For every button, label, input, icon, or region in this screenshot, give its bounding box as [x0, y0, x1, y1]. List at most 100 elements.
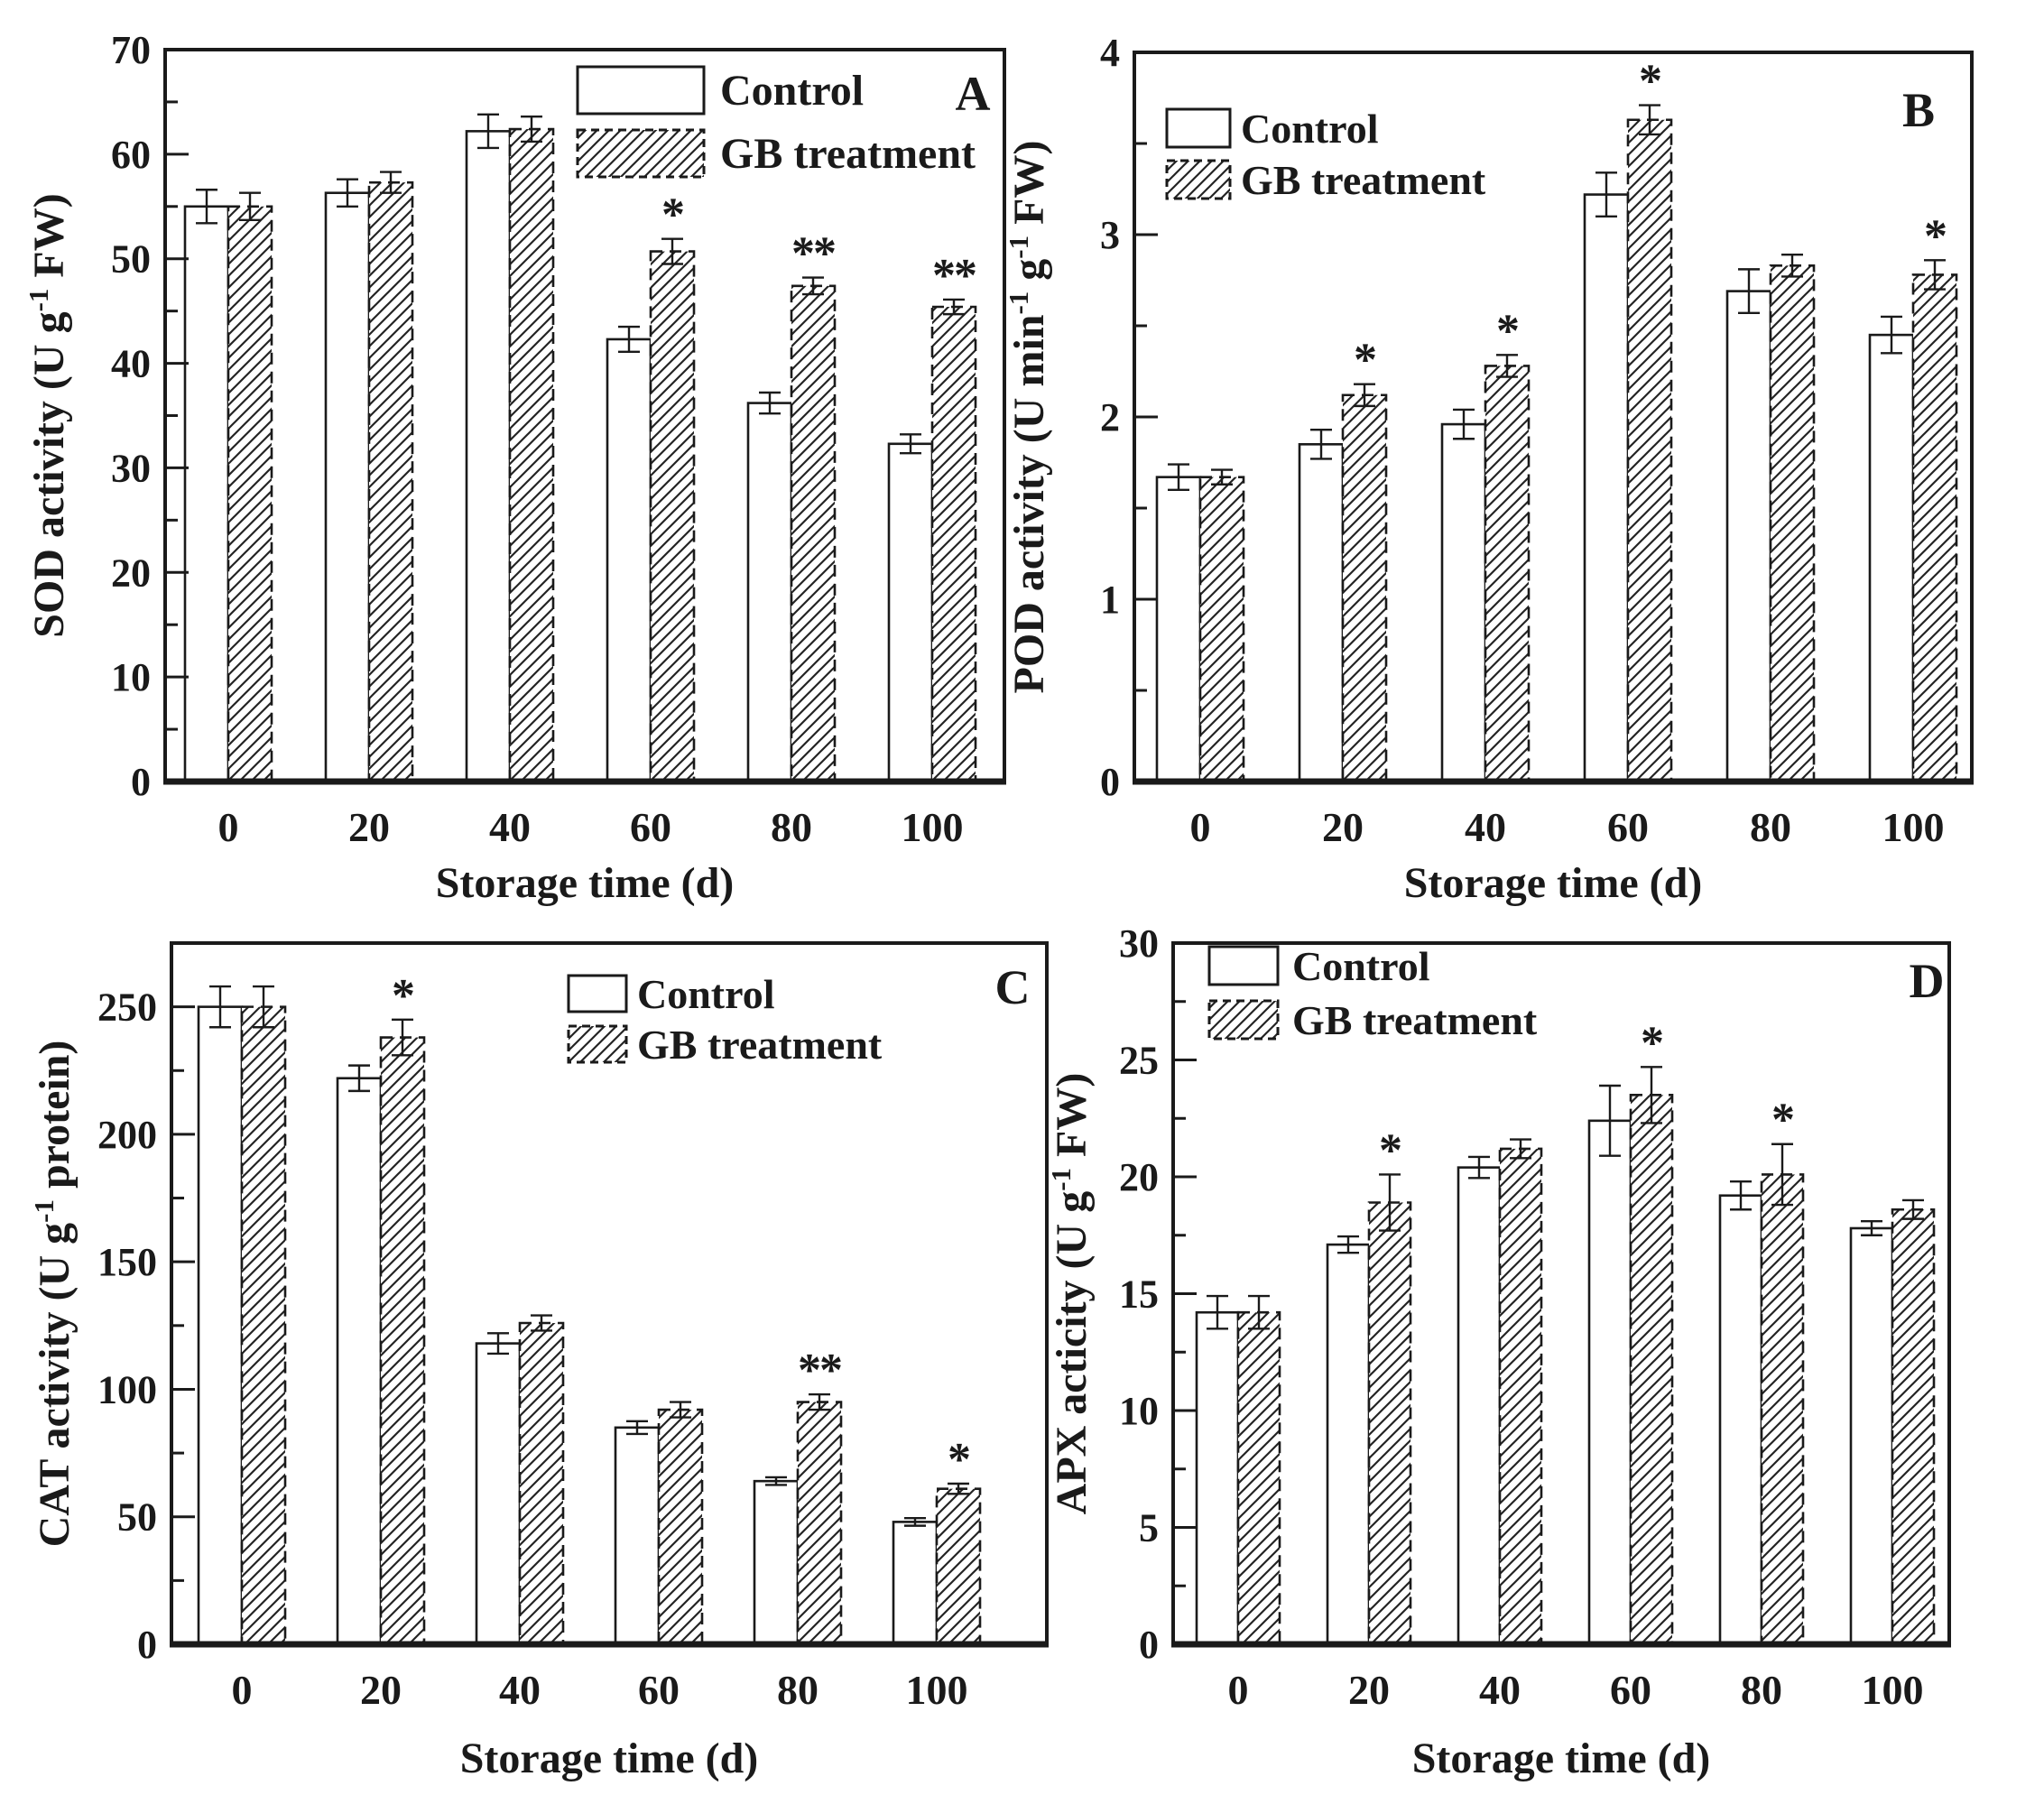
bar-gb-treatment-100 [935, 1487, 982, 1646]
bar-gb-treatment-100 [930, 305, 977, 783]
bar-control-20 [336, 1077, 383, 1646]
significance-star-20: * [1379, 1124, 1401, 1176]
error-bar-control-100 [1861, 1220, 1882, 1236]
bar-gb-treatment-80 [796, 1401, 843, 1646]
legend-swatch-gb-treatment [1165, 159, 1232, 200]
error-bar-gb-100 [1902, 1198, 1924, 1220]
y-tick-label-20: 20 [1119, 1155, 1159, 1199]
bar-gb-treatment-0 [1198, 476, 1245, 783]
error-bar-control-0 [1207, 1294, 1228, 1330]
significance-star-80: ** [798, 1345, 841, 1396]
error-bar-control-60 [1599, 1084, 1621, 1157]
bar-control-20 [324, 191, 371, 783]
significance-star-80: * [1771, 1095, 1793, 1146]
error-bar-control-40 [1468, 1155, 1490, 1180]
x-tick-label-100: 100 [906, 1667, 968, 1713]
legend-swatch-control [1165, 107, 1232, 149]
y-tick-label-20: 20 [111, 551, 151, 595]
error-bar-control-20 [1337, 1235, 1359, 1254]
bar-gb-treatment-20 [367, 180, 414, 783]
x-tick-label-60: 60 [638, 1667, 680, 1713]
bar-control-60 [1587, 1119, 1632, 1646]
bar-group-0 [197, 985, 287, 1646]
bar-group-100: * [892, 1434, 982, 1646]
legend-swatch-control [576, 65, 706, 116]
bar-control-0 [183, 205, 230, 783]
bar-control-100 [1849, 1226, 1894, 1646]
y-tick-label-4: 4 [1100, 31, 1120, 75]
x-tick-label-80: 80 [771, 804, 812, 850]
significance-star-40: * [1496, 305, 1518, 356]
error-bar-control-40 [487, 1332, 509, 1356]
y-axis-label: APX acticity (U g-1 FW) [1045, 1073, 1096, 1515]
significance-star-80: ** [791, 228, 835, 280]
error-bar-gb-60 [661, 237, 683, 265]
x-tick-label-0: 0 [1190, 804, 1211, 850]
x-tick-label-0: 0 [218, 804, 239, 850]
legend-label-gb-treatment: GB treatment [720, 130, 976, 178]
x-tick-label-20: 20 [348, 804, 390, 850]
legend-label-gb-treatment: GB treatment [1292, 997, 1538, 1043]
bar-control-20 [1298, 442, 1345, 783]
bar-gb-treatment-40 [1484, 365, 1531, 783]
error-bar-gb-80 [1781, 254, 1803, 278]
error-bar-gb-40 [531, 1314, 552, 1332]
bar-control-100 [887, 442, 934, 783]
y-tick-label-30: 30 [1119, 921, 1159, 966]
x-tick-label-20: 20 [1322, 804, 1364, 850]
bar-control-80 [1718, 1194, 1763, 1646]
legend: Control GB treatment [1165, 106, 1486, 203]
bar-control-40 [475, 1342, 522, 1646]
bar-control-100 [1868, 333, 1915, 783]
panel-letter-B: B [1902, 83, 1935, 137]
bar-gb-treatment-60 [1626, 118, 1673, 783]
y-tick-label-10: 10 [1119, 1389, 1159, 1433]
bar-control-80 [1725, 290, 1772, 783]
error-bar-gb-40 [1496, 354, 1518, 378]
y-tick-label-10: 10 [111, 655, 151, 699]
y-tick-label-40: 40 [111, 342, 151, 386]
bar-control-20 [1326, 1243, 1371, 1646]
legend-label-control: Control [1292, 943, 1430, 989]
bar-group-20 [324, 171, 414, 783]
x-tick-label-80: 80 [1741, 1667, 1782, 1713]
bar-group-60: * [1587, 1017, 1674, 1646]
bar-control-40 [465, 130, 512, 783]
x-tick-label-40: 40 [499, 1667, 541, 1713]
significance-star-20: * [1354, 335, 1375, 386]
error-bar-control-100 [900, 433, 921, 455]
error-bar-control-80 [765, 1476, 787, 1486]
x-tick-label-20: 20 [360, 1667, 402, 1713]
y-tick-label-0: 0 [137, 1623, 157, 1667]
y-tick-label-50: 50 [117, 1495, 157, 1540]
plot-border [1171, 941, 1951, 1646]
significance-star-100: * [1924, 210, 1946, 262]
bar-group-100 [1849, 1198, 1936, 1646]
bar-control-40 [1457, 1166, 1502, 1646]
bar-group-60: * [1583, 56, 1673, 783]
legend-label-control: Control [720, 67, 864, 115]
bar-group-80: * [1718, 1095, 1805, 1646]
error-bar-gb-20 [392, 1018, 413, 1057]
y-axis-label: POD activity (U min-1 g-1 FW) [1003, 141, 1053, 694]
bar-group-60 [614, 1401, 704, 1646]
x-tick-label-60: 60 [630, 804, 671, 850]
bar-gb-treatment-20 [1341, 393, 1388, 783]
bar-gb-treatment-60 [657, 1408, 704, 1646]
bar-control-40 [1440, 422, 1487, 783]
x-tick-label-80: 80 [1750, 804, 1791, 850]
bar-group-100: * [1868, 210, 1958, 783]
y-tick-label-0: 0 [1100, 760, 1120, 804]
error-bar-gb-0 [253, 985, 274, 1029]
error-bar-control-20 [1310, 428, 1332, 460]
bar-group-60: * [606, 190, 696, 783]
bar-gb-treatment-20 [379, 1036, 426, 1646]
y-tick-label-0: 0 [1139, 1623, 1159, 1667]
y-tick-label-30: 30 [111, 446, 151, 490]
bar-group-40: * [1440, 305, 1531, 783]
bar-control-80 [746, 402, 793, 783]
y-tick-label-250: 250 [97, 985, 157, 1030]
bar-control-60 [614, 1426, 661, 1646]
x-tick-label-60: 60 [1610, 1667, 1651, 1713]
